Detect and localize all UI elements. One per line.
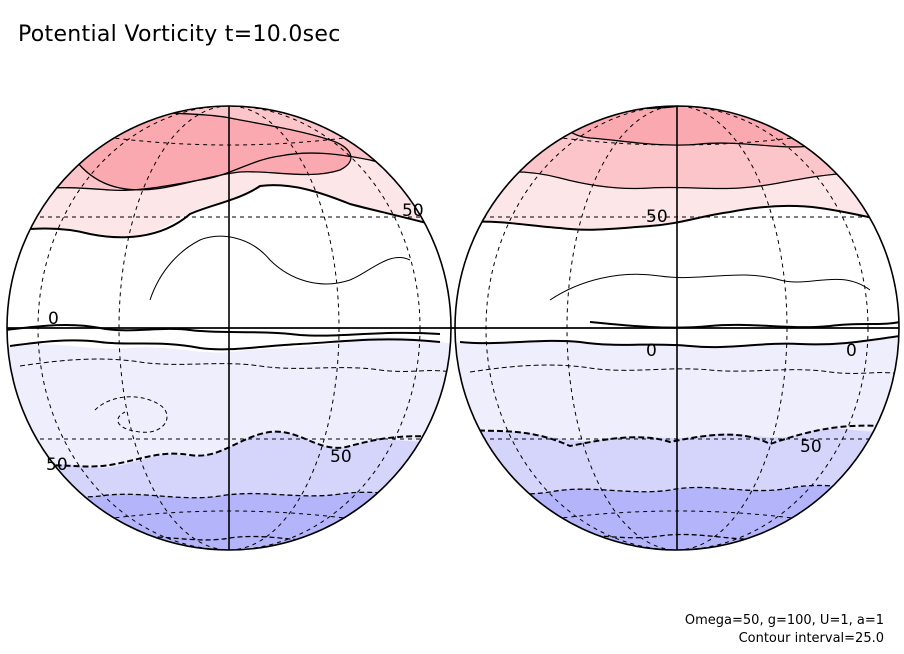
contour-0-upper	[589, 321, 899, 329]
chart-title: Potential Vorticity t=10.0sec	[18, 22, 341, 47]
contour-0-upper	[7, 323, 441, 337]
left-hemisphere: 50 0 50 50	[6, 105, 452, 551]
contour-0	[459, 335, 899, 349]
contour-n50	[7, 184, 451, 239]
contour-n25	[149, 235, 411, 301]
contour-label: 50	[46, 455, 68, 475]
contour-label: 50	[330, 447, 352, 467]
contour-label: 50	[800, 437, 822, 457]
contour-0	[9, 338, 441, 351]
contour-s25	[469, 364, 899, 375]
contour-label: 0	[48, 309, 59, 329]
contour-s50	[469, 424, 899, 448]
contour-n75	[469, 171, 899, 190]
contour-label: 0	[846, 341, 857, 361]
contour-s25	[19, 358, 451, 373]
contour-n25	[549, 273, 871, 301]
parameters-note: Omega=50, g=100, U=1, a=1	[684, 613, 884, 628]
contour-n50	[469, 204, 899, 231]
contour-s50	[19, 430, 451, 471]
right-hemisphere: 50 0 0 50	[454, 105, 900, 551]
contour-label: 50	[646, 207, 668, 227]
contour-label: 50	[402, 201, 424, 221]
contour-s75	[455, 484, 899, 495]
contour-label: 0	[646, 341, 657, 361]
contour-interval-note: Contour interval=25.0	[738, 631, 884, 646]
